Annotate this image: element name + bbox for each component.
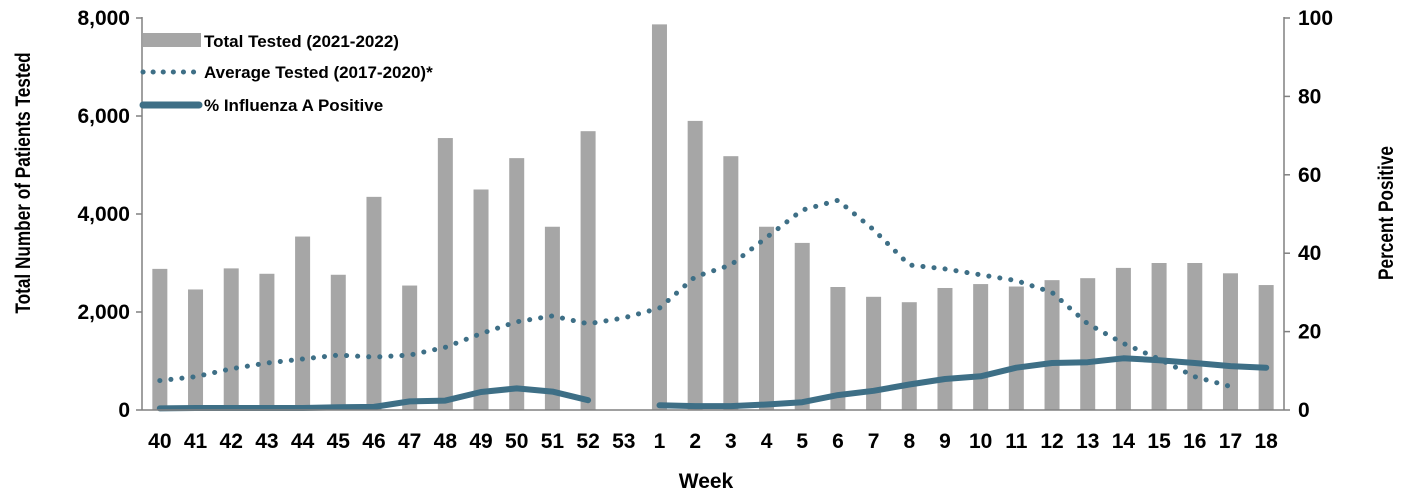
y2-tick-label: 20 [1298,321,1321,344]
bar-week-11 [1008,286,1024,410]
x-tick-label-week-51: 51 [541,430,565,453]
bar-week-49 [473,189,489,410]
bar-week-50 [509,158,525,410]
bar-week-48 [437,138,453,411]
x-tick-label-week-3: 3 [725,430,737,453]
bar-week-9 [937,287,953,410]
x-tick-label-week-44: 44 [291,430,315,453]
y2-tick-label: 40 [1298,242,1321,265]
x-tick-label-week-48: 48 [434,430,458,453]
x-tick-label-week-18: 18 [1254,430,1278,453]
y-tick-label: 0 [118,399,130,422]
bar-week-7 [866,296,882,410]
bar-week-52 [580,131,596,410]
x-tick-label-week-53: 53 [612,430,635,453]
x-tick-label-week-15: 15 [1147,430,1171,453]
x-tick-label-week-13: 13 [1076,430,1099,453]
y2-tick-label: 80 [1298,85,1321,108]
bar-week-3 [723,156,739,410]
y2-tick-label: 0 [1298,399,1310,422]
x-tick-label-week-45: 45 [327,430,351,453]
bar-week-14 [1115,267,1131,410]
bar-week-17 [1222,273,1238,410]
x-tick-label-week-5: 5 [796,430,808,453]
legend-label-total-tested: Total Tested (2021-2022) [204,32,399,51]
bar-week-2 [687,120,703,411]
bar-week-40 [152,268,168,410]
x-tick-label-week-46: 46 [362,430,385,453]
bar-week-5 [794,242,810,410]
x-tick-label-week-9: 9 [939,430,951,453]
x-tick-label-week-43: 43 [255,430,278,453]
influenza-a-positive-line-segment-1 [156,385,592,412]
bar-week-1 [651,24,667,411]
y2-axis-title: Percent Positive [1376,146,1399,280]
y-tick-label: 8,000 [77,7,130,30]
x-tick-label-week-16: 16 [1183,430,1206,453]
y-tick-label: 6,000 [77,105,130,128]
x-tick-label-week-12: 12 [1040,430,1063,453]
x-tick-label-week-4: 4 [761,430,773,453]
x-tick-label-week-6: 6 [832,430,844,453]
bar-week-47 [402,285,418,410]
legend-label-average-tested: Average Tested (2017-2020)* [204,63,433,82]
x-tick-label-week-47: 47 [398,430,421,453]
bar-week-4 [759,226,775,410]
x-tick-label-week-49: 49 [469,430,492,453]
x-axis-title: Week [679,470,734,493]
average-tested-line-segment-1 [157,197,1233,389]
y2-tick-label: 60 [1298,164,1321,187]
x-tick-label-week-14: 14 [1112,430,1136,453]
x-tick-label-week-40: 40 [148,430,171,453]
bar-week-10 [973,284,989,410]
bar-week-44 [295,236,311,410]
x-tick-label-week-50: 50 [505,430,528,453]
x-tick-label-week-17: 17 [1219,430,1242,453]
bar-week-18 [1258,285,1274,410]
bar-week-46 [366,196,382,410]
y-tick-label: 2,000 [77,301,130,324]
influenza-a-positive-line-segment-2 [656,355,1270,410]
bar-week-15 [1151,263,1167,410]
x-tick-label-week-52: 52 [576,430,599,453]
y-axis-title: Total Number of Patients Tested [13,52,36,313]
x-tick-label-week-41: 41 [184,430,208,453]
bar-week-45 [330,274,346,410]
bar-week-6 [830,287,846,410]
bar-week-12 [1044,280,1060,410]
legend-bar-swatch [143,33,201,47]
x-tick-label-week-7: 7 [868,430,880,453]
x-tick-label-week-11: 11 [1005,430,1028,453]
lines-group [156,197,1270,412]
bar-week-42 [223,268,239,410]
y2-tick-label: 100 [1298,7,1333,30]
bar-week-16 [1187,263,1203,410]
x-tick-label-week-42: 42 [220,430,243,453]
legend: Total Tested (2021-2022) Average Tested … [139,32,433,115]
x-tick-label-week-2: 2 [689,430,701,453]
x-tick-label-week-1: 1 [654,430,666,453]
legend-label-influenza-a: % Influenza A Positive [204,96,383,115]
x-tick-label-week-8: 8 [903,430,915,453]
bars-group [152,24,1274,411]
y-tick-label: 4,000 [77,203,130,226]
bar-week-41 [188,289,204,410]
bar-week-13 [1080,278,1096,410]
bar-week-43 [259,273,275,410]
x-tick-label-week-10: 10 [969,430,992,453]
bar-week-8 [901,302,917,410]
